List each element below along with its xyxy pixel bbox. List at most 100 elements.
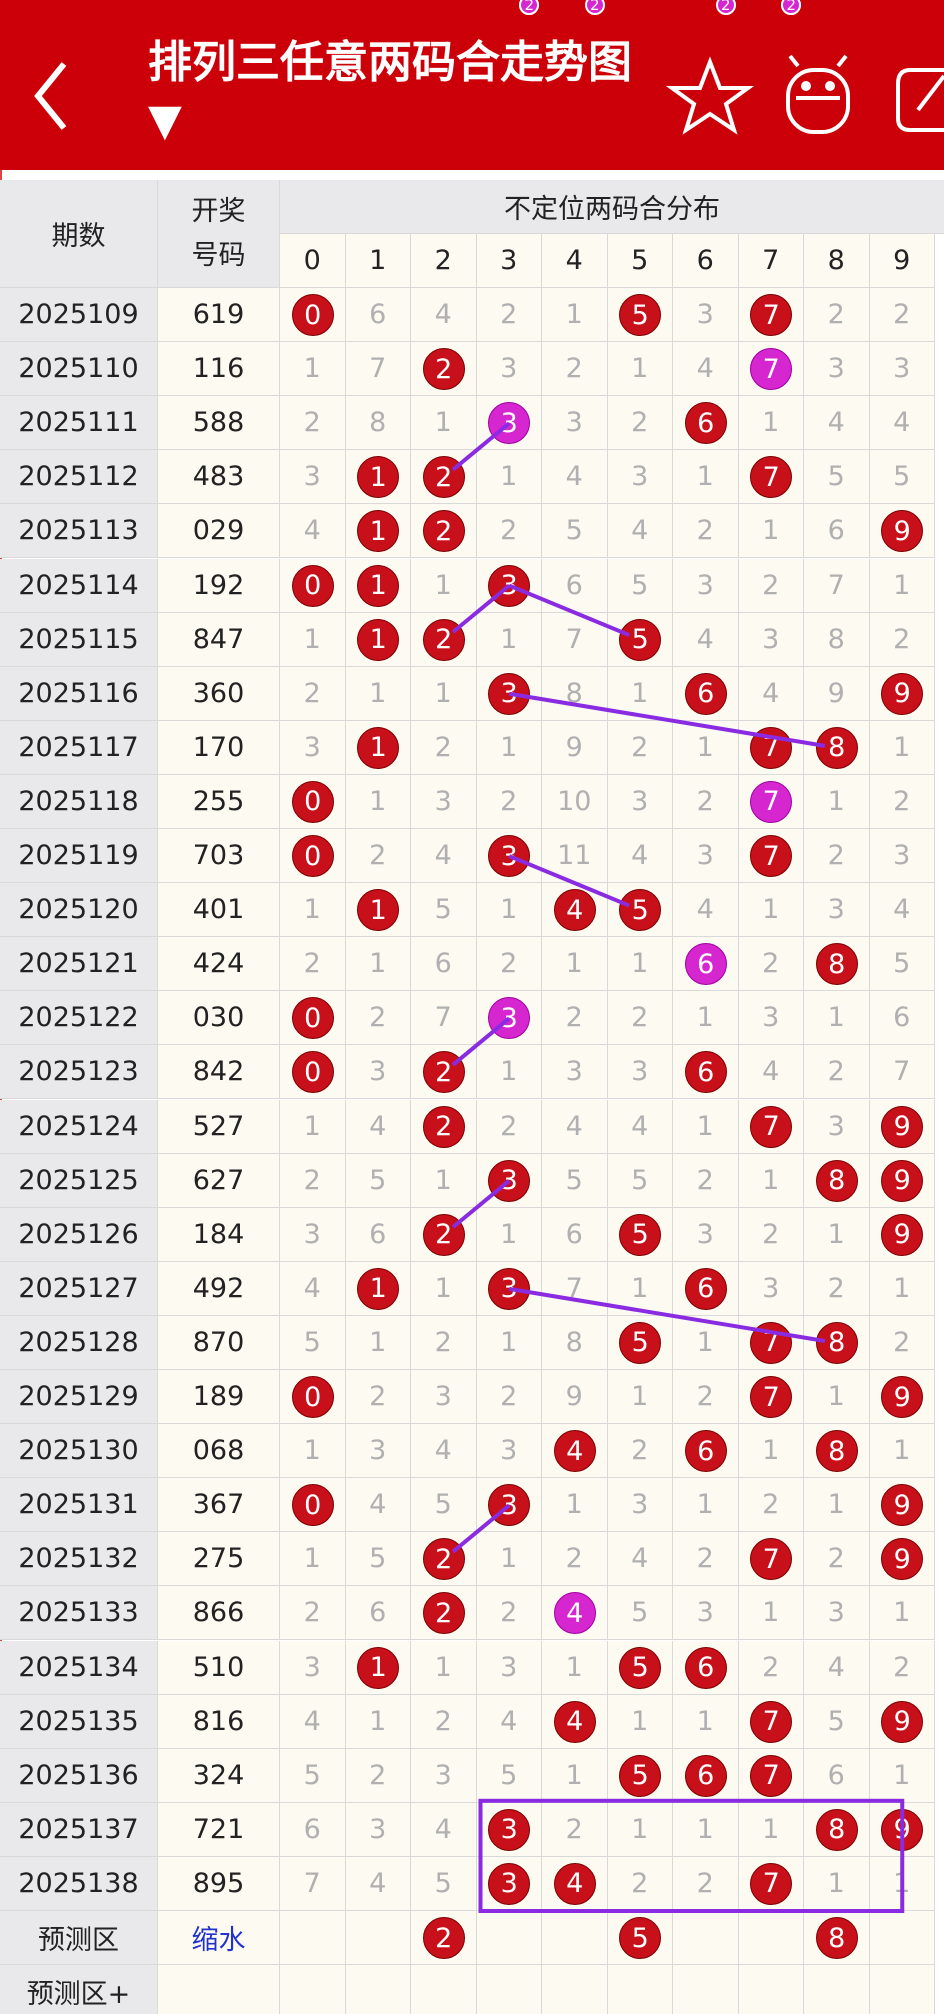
digit-cell: 2 — [411, 1207, 477, 1262]
hit-ball: 0 — [291, 1376, 334, 1419]
miss-count: 2 — [476, 1370, 542, 1425]
edit-icon[interactable] — [896, 68, 944, 132]
hit-ball: 7 — [750, 1700, 793, 1743]
forecast-plus-cell — [738, 1965, 804, 2014]
hit-ball: 7 — [750, 1376, 793, 1419]
digit-cell: 3 — [476, 396, 542, 451]
period-cell: 2025116 — [0, 666, 158, 721]
period-cell: 2025134 — [0, 1640, 158, 1695]
miss-count: 1 — [280, 1532, 346, 1587]
header-digit: 7 — [738, 234, 804, 288]
header-number: 开奖号码 — [158, 180, 280, 288]
miss-count: 2 — [345, 1748, 411, 1803]
hit-ball: 4 — [553, 1700, 596, 1743]
android-icon[interactable] — [786, 54, 850, 134]
forecast-cell — [476, 1911, 542, 1966]
hit-ball: 7 — [750, 1105, 793, 1148]
period-cell: 2025112 — [0, 450, 158, 505]
period-cell: 2025125 — [0, 1153, 158, 1208]
miss-count: 10 — [542, 774, 608, 829]
miss-count: 3 — [869, 829, 935, 884]
miss-count: 2 — [345, 991, 411, 1046]
number-cell: 816 — [158, 1694, 280, 1749]
miss-count: 3 — [738, 1261, 804, 1316]
digit-cell: 6 — [673, 1640, 739, 1695]
period-cell: 2025135 — [0, 1694, 158, 1749]
miss-count: 3 — [673, 288, 739, 343]
hit-ball: 2 — [422, 1213, 465, 1256]
forecast-note[interactable]: 缩水 — [158, 1911, 280, 1966]
digit-cell: 8 — [804, 720, 870, 775]
hit-ball: 1 — [357, 456, 400, 499]
miss-count: 4 — [673, 612, 739, 667]
repeat-badge: 2 — [519, 0, 540, 16]
miss-count: 2 — [673, 1153, 739, 1208]
digit-cell: 9 — [869, 504, 935, 559]
miss-count: 1 — [345, 1694, 411, 1749]
back-icon[interactable] — [34, 62, 67, 130]
forecast-cell — [673, 1911, 739, 1966]
miss-count: 1 — [542, 937, 608, 992]
hit-ball: 3 — [488, 1159, 531, 1202]
miss-count: 3 — [476, 1640, 542, 1695]
digit-cell: 1 — [345, 504, 411, 559]
period-cell: 2025136 — [0, 1748, 158, 1803]
miss-count: 2 — [738, 1640, 804, 1695]
miss-count: 5 — [804, 1694, 870, 1749]
miss-count: 7 — [869, 1045, 935, 1100]
digit-cell: 3 — [476, 829, 542, 884]
miss-count: 1 — [738, 1153, 804, 1208]
hit-ball: 8 — [815, 1430, 858, 1473]
forecast-ball: 2 — [422, 1917, 465, 1960]
miss-count: 5 — [804, 450, 870, 505]
number-cell: 324 — [158, 1748, 280, 1803]
miss-count: 6 — [542, 1207, 608, 1262]
period-cell: 2025122 — [0, 991, 158, 1046]
miss-count: 5 — [280, 1315, 346, 1370]
miss-count: 4 — [345, 1099, 411, 1154]
forecast-plus-cell — [607, 1965, 673, 2014]
header-digit: 6 — [673, 234, 739, 288]
repeat-badge: 2 — [781, 0, 802, 16]
miss-count: 3 — [542, 1045, 608, 1100]
miss-count: 2 — [869, 1315, 935, 1370]
digit-cell: 6 — [673, 666, 739, 721]
miss-count: 4 — [738, 1045, 804, 1100]
miss-count: 1 — [280, 612, 346, 667]
digit-cell: 0 — [280, 991, 346, 1046]
number-cell: 184 — [158, 1207, 280, 1262]
hit-ball: 9 — [881, 672, 924, 715]
digit-cell: 7 — [738, 1748, 804, 1803]
miss-count: 5 — [607, 1153, 673, 1208]
hit-ball: 8 — [815, 726, 858, 769]
miss-count: 1 — [738, 396, 804, 451]
digit-cell: 3 — [476, 1261, 542, 1316]
forecast-plus-cell — [345, 1965, 411, 2014]
period-cell: 2025119 — [0, 829, 158, 884]
miss-count: 3 — [869, 342, 935, 397]
digit-cell: 7 — [738, 720, 804, 775]
hit-ball: 9 — [881, 1808, 924, 1851]
star-icon[interactable] — [665, 56, 755, 135]
miss-count: 1 — [411, 1261, 477, 1316]
digit-cell: 6 — [673, 937, 739, 992]
digit-cell: 8 — [804, 937, 870, 992]
number-cell: 116 — [158, 342, 280, 397]
digit-cell: 4 — [542, 1586, 608, 1641]
forecast-plus-cell — [804, 1965, 870, 2014]
miss-count: 2 — [476, 504, 542, 559]
miss-count: 3 — [476, 342, 542, 397]
forecast-cell — [738, 1911, 804, 1966]
miss-count: 4 — [869, 883, 935, 938]
miss-count: 2 — [280, 937, 346, 992]
period-cell: 2025137 — [0, 1802, 158, 1857]
miss-count: 3 — [607, 450, 673, 505]
miss-count: 1 — [345, 666, 411, 721]
forecast-plus-label: 预测区+ — [0, 1965, 158, 2014]
digit-cell: 6 — [673, 1261, 739, 1316]
miss-count: 2 — [738, 1207, 804, 1262]
miss-count: 2 — [673, 1370, 739, 1425]
miss-count: 4 — [345, 1478, 411, 1533]
digit-cell: 1 — [345, 720, 411, 775]
hit-ball: 0 — [291, 294, 334, 337]
